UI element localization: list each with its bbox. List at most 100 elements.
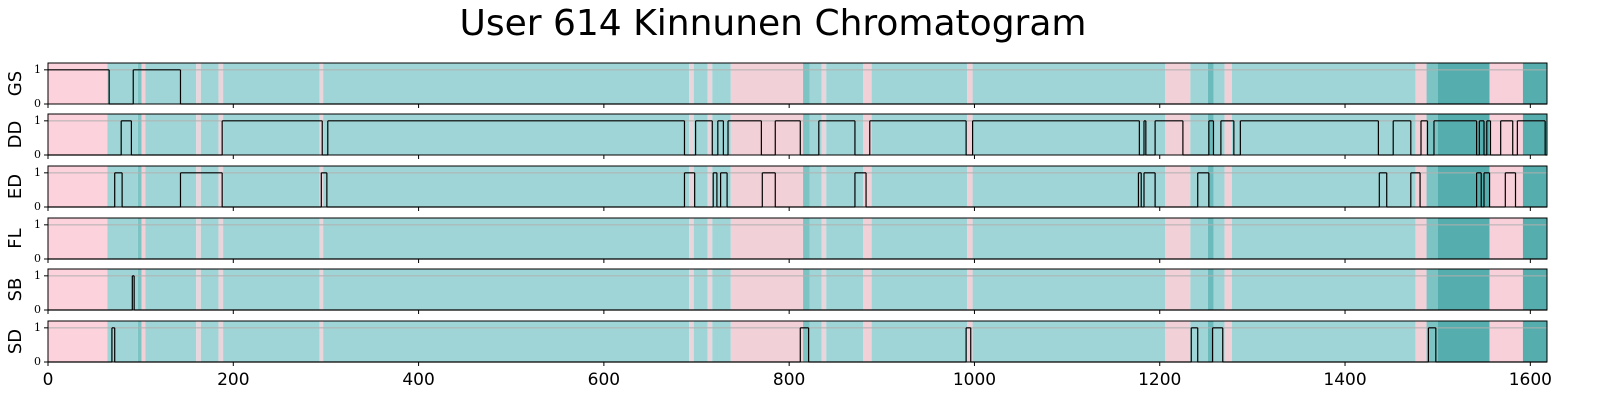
state-band [1207,114,1214,155]
state-band [821,114,827,155]
state-band [712,63,731,104]
state-band [319,269,324,310]
state-band [1224,63,1233,104]
state-band [809,269,822,310]
state-band [1437,63,1490,104]
state-band [967,63,973,104]
state-band [1213,63,1225,104]
state-band [196,63,201,104]
y-tick-label: 0 [34,148,41,161]
state-band [1437,269,1490,310]
state-band [1207,321,1214,362]
y-tick-label: 1 [34,114,41,127]
state-band [1207,218,1214,259]
state-band [48,166,108,207]
state-band [137,269,142,310]
state-band [1426,321,1438,362]
state-band [1213,269,1225,310]
state-band [223,166,320,207]
state-band [319,321,324,362]
state-band [200,218,219,259]
state-band [1522,63,1547,104]
state-band [712,166,731,207]
y-tick-label: 1 [34,269,41,282]
state-band [200,321,219,362]
x-tick-label: 0 [43,370,54,390]
y-axis-label: SD [5,329,26,354]
state-band [1232,218,1416,259]
state-band [1190,218,1208,259]
y-axis-label: FL [5,228,26,248]
state-band [730,63,804,104]
state-band [863,166,872,207]
panel-frame [47,268,1548,311]
state-band [1165,114,1191,155]
panel-frame [47,113,1548,156]
state-band [712,321,731,362]
state-band [972,63,1166,104]
state-band [1522,321,1547,362]
state-band [1489,63,1523,104]
state-band [826,321,864,362]
y-tick-label: 1 [34,321,41,334]
state-band [200,63,219,104]
state-band [145,321,197,362]
state-band [1232,63,1416,104]
panel-frame [47,217,1548,260]
state-band [145,63,197,104]
state-band [1224,166,1233,207]
y-axis-label: ED [5,174,26,199]
state-band [1415,321,1427,362]
state-band [141,269,146,310]
state-band [1232,321,1416,362]
state-band [730,269,804,310]
state-band [218,114,224,155]
y-tick-label: 0 [34,355,41,368]
state-band [137,63,142,104]
state-band [1165,218,1191,259]
state-band [141,321,146,362]
state-band [1224,269,1233,310]
state-band [972,321,1166,362]
state-band [972,166,1166,207]
state-band [689,166,694,207]
chart-title: User 614 Kinnunen Chromatogram [460,3,1087,44]
state-band [137,218,142,259]
state-band [1415,218,1427,259]
state-band [1415,166,1427,207]
state-band [1489,218,1523,259]
state-band [1522,269,1547,310]
state-band [137,166,142,207]
state-band [972,114,1166,155]
state-band [1165,166,1191,207]
state-band [809,321,822,362]
state-band [48,114,108,155]
state-band [809,63,822,104]
state-band [967,269,973,310]
state-band [689,218,694,259]
state-band [689,321,694,362]
y-tick-label: 0 [34,97,41,110]
y-tick-label: 1 [34,218,41,231]
state-band [871,166,968,207]
state-band [1207,166,1214,207]
state-band [218,321,224,362]
state-band [826,269,864,310]
state-band [1165,269,1191,310]
state-band [223,269,320,310]
state-band [196,166,201,207]
state-band [707,269,713,310]
x-tick-label: 1600 [1509,370,1552,390]
y-tick-label: 1 [34,63,41,76]
state-band [967,166,973,207]
state-band [1437,114,1490,155]
y-tick-label: 0 [34,303,41,316]
state-band [707,166,713,207]
state-band [689,114,694,155]
state-band [707,114,713,155]
x-tick-label: 1200 [1138,370,1181,390]
state-band [693,166,708,207]
state-band [803,218,810,259]
state-band [319,218,324,259]
